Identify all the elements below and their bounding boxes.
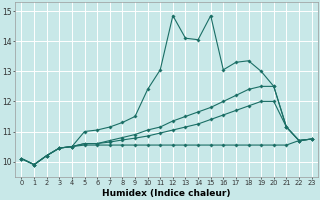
X-axis label: Humidex (Indice chaleur): Humidex (Indice chaleur) [102,189,231,198]
